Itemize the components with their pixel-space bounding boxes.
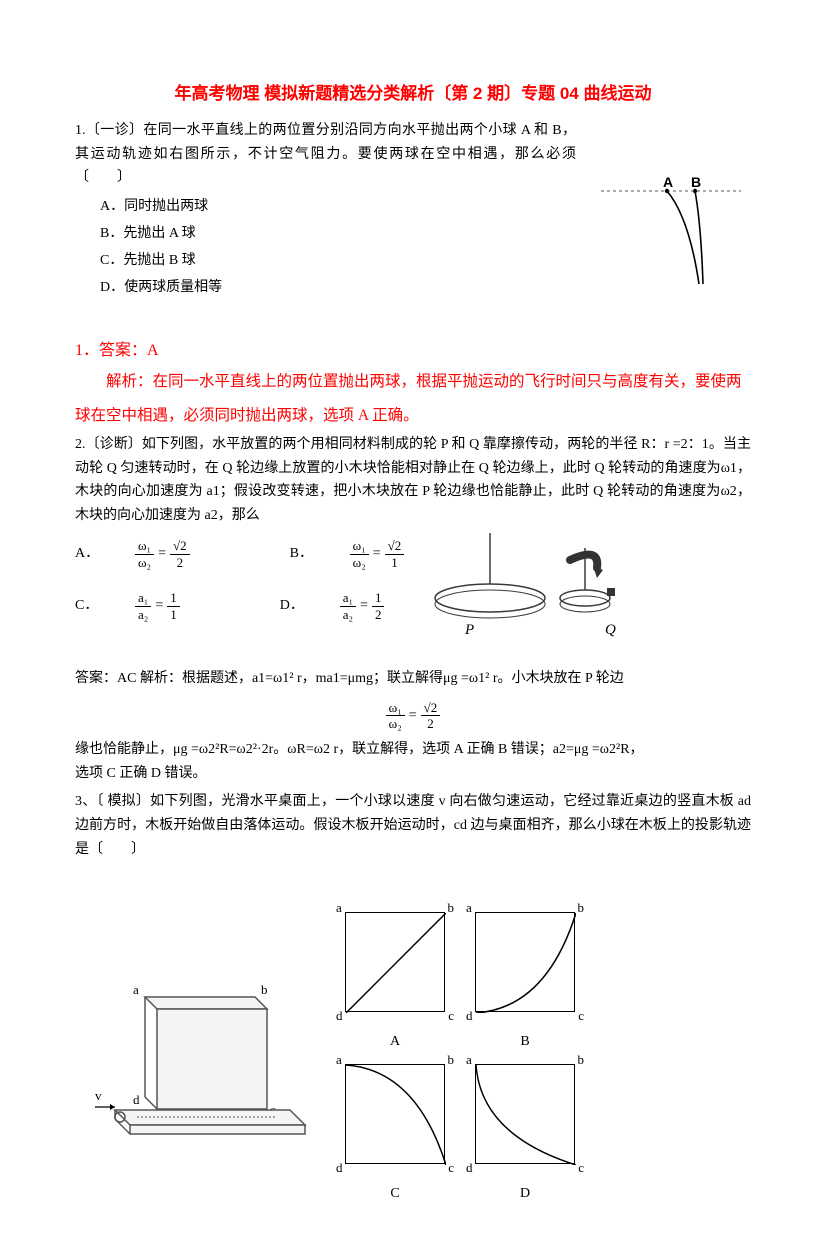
q2-option-d-label: D． bbox=[280, 594, 340, 618]
q2-q-label: Q bbox=[605, 622, 616, 638]
q3-table-b: b bbox=[261, 982, 268, 997]
q3-figures: a b d c v a b c d bbox=[75, 912, 751, 1206]
q2-option-a-label: A． bbox=[75, 542, 135, 566]
q1-label-a: A bbox=[663, 174, 673, 190]
q3-stem: 3、〔 模拟〕如下列图，光滑水平桌面上，一个小球以速度 v 向右做匀速运动，它经… bbox=[75, 790, 751, 861]
answer-2-line3: 选项 C 正确 D 错误。 bbox=[75, 762, 751, 786]
q2-p-label: P bbox=[464, 622, 474, 638]
q1-label-b: B bbox=[691, 174, 701, 190]
q2-option-b-eq: ω₁ω₂ = √21 bbox=[350, 538, 405, 570]
q1-figure: A B bbox=[591, 169, 751, 298]
q3-table-a: a bbox=[133, 982, 139, 997]
q3-table-d: d bbox=[133, 1092, 140, 1107]
q3-option-c-fig: a b c d C bbox=[345, 1064, 445, 1206]
answer-2-line2: 缘也恰能静止，μg =ω2²R=ω2²·2r。ωR=ω2 r，联立解得 ，选项 … bbox=[75, 738, 751, 762]
q3-table-v: v bbox=[95, 1088, 102, 1103]
q2-option-block: A． ω₁ω₂ = √22 B． ω₁ω₂ = √21 C． a₁a₂ = 11… bbox=[75, 528, 751, 657]
page-title: 年高考物理 模拟新题精选分类解析〔第 2 期〕专题 04 曲线运动 bbox=[75, 80, 751, 109]
answer-1-text: 解析：在同一水平直线上的两位置抛出两球，根据平抛运动的飞行时间只与高度有关，要使… bbox=[75, 365, 751, 433]
q3-option-b-fig: a b c d B bbox=[475, 912, 575, 1054]
q2-option-c-label: C． bbox=[75, 594, 135, 618]
q2-option-d-eq: a₁a₂ = 12 bbox=[340, 590, 385, 622]
q3-table-figure: a b d c v bbox=[75, 972, 335, 1206]
answer-2-line1: 答案：AC 解析：根据题述，a1=ω1² r，ma1=μmg；联立解得μg =ω… bbox=[75, 667, 751, 691]
q2-figure: P Q bbox=[425, 528, 625, 657]
q2-stem: 2.〔诊断〕如下列图，水平放置的两个用相同材料制成的轮 P 和 Q 靠摩擦传动，… bbox=[75, 433, 751, 528]
answer-1-number: 1．答案：A bbox=[75, 337, 751, 364]
q3-option-d-fig: a b c d D bbox=[475, 1064, 575, 1206]
question-1: A B 1.〔一诊〕在同一水平直线上的两位置分别沿同方向水平抛出两个小球 A 和… bbox=[75, 119, 751, 303]
q3-option-a-fig: a b c d A bbox=[345, 912, 445, 1054]
q2-option-b-label: B． bbox=[290, 542, 350, 566]
answer-2-formula: ω₁ω₂ = √22 bbox=[75, 697, 751, 732]
q2-option-c-eq: a₁a₂ = 11 bbox=[135, 590, 180, 622]
q2-option-a-eq: ω₁ω₂ = √22 bbox=[135, 538, 190, 570]
answer-2: 答案：AC 解析：根据题述，a1=ω1² r，ma1=μmg；联立解得μg =ω… bbox=[75, 667, 751, 786]
